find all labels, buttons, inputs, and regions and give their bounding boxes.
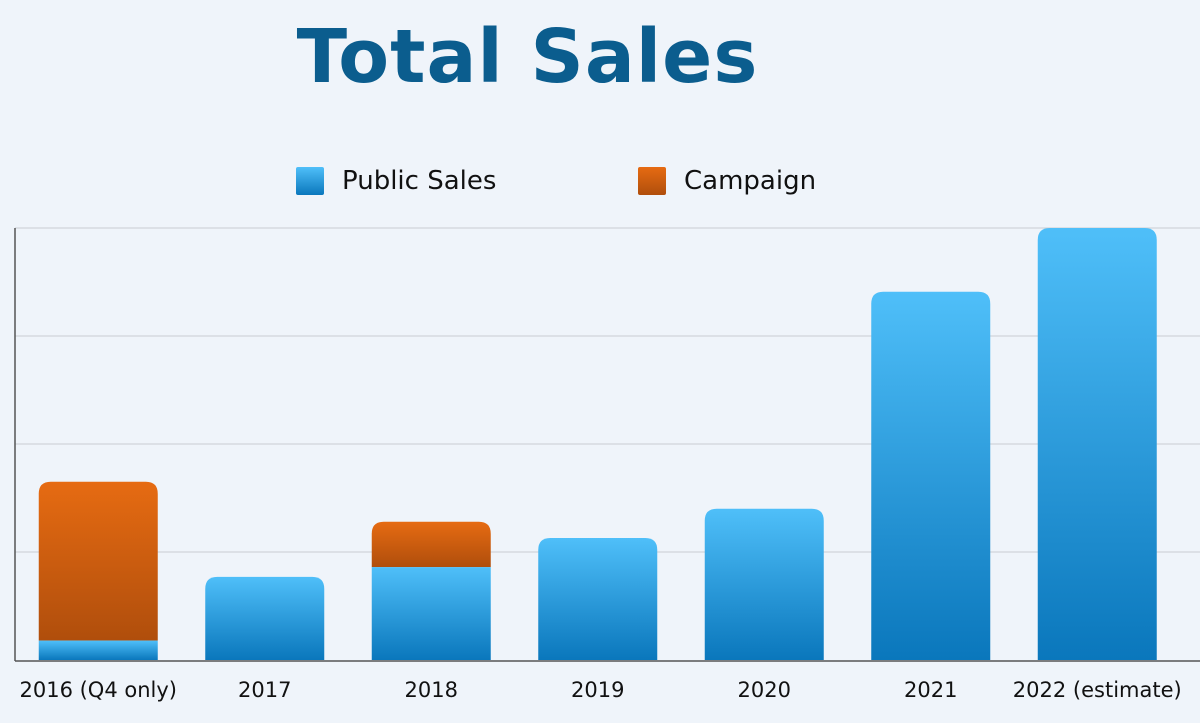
x-tick-label: 2019 [571,678,624,702]
x-tick-label: 2021 [904,678,957,702]
legend-swatch-campaign [638,167,666,195]
bar-public-sales [371,567,491,660]
x-tick-label: 2017 [238,678,291,702]
x-tick-label: 2016 (Q4 only) [20,678,178,702]
x-tick-label: 2022 (estimate) [1013,678,1182,702]
bar-public-sales [538,537,658,660]
bar-public-sales [704,508,824,660]
legend-label-public-sales: Public Sales [342,166,497,196]
x-tick-label: 2018 [405,678,458,702]
bar-public-sales [1037,228,1157,660]
chart-title: Total Sales [296,14,759,100]
legend-public-sales: Public Sales [296,166,496,196]
bar-campaign [38,481,158,641]
bar-public-sales [205,576,325,660]
bar-campaign [371,521,491,568]
bar-public-sales [871,291,991,660]
x-tick-label: 2020 [738,678,791,702]
legend-swatch-public-sales [296,167,324,195]
legend-campaign: Campaign [638,166,816,196]
legend-label-campaign: Campaign [684,166,817,196]
bar-public-sales [38,640,158,660]
